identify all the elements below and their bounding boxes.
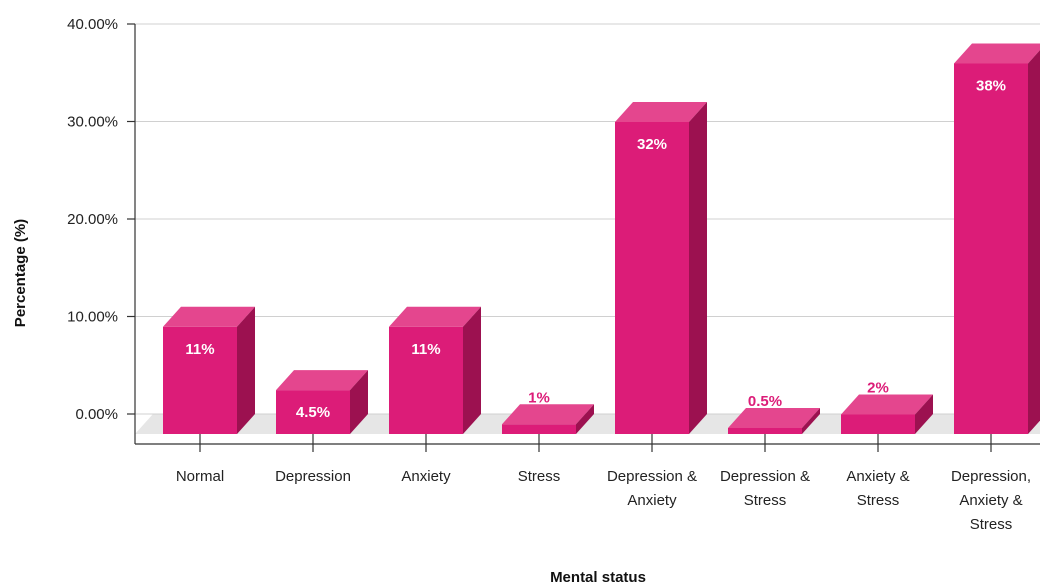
data-labels: 11% 4.5% 11% 1% 32% 0.5% 2% 38%: [185, 78, 1006, 422]
x-category-label-line: Stress: [970, 516, 1013, 533]
x-category-labels: Normal Depression Anxiety Stress Depression …: [176, 468, 1031, 533]
gridlines: [135, 23, 1040, 415]
data-label: 2%: [867, 380, 889, 397]
bar-side: [237, 306, 255, 434]
bar-top: [841, 394, 933, 415]
data-label: 11%: [411, 341, 440, 358]
bar: [841, 394, 933, 434]
bar-side: [350, 370, 368, 434]
bar-side: [689, 102, 707, 434]
y-tick-label: 0.00%: [75, 406, 118, 423]
y-axis-title: Percentage (%): [12, 219, 29, 327]
x-category-label: Anxiety: [401, 468, 451, 485]
data-label: 32%: [637, 136, 667, 153]
bar-top: [954, 43, 1040, 64]
x-category-label: Depression, Anxiety & Stress: [951, 468, 1031, 533]
y-tick-label: 30.00%: [67, 114, 118, 131]
bar-top: [163, 306, 255, 327]
bar-side: [576, 404, 594, 434]
data-label: 4.5%: [296, 404, 330, 421]
bar: [276, 370, 368, 434]
x-category-label: Depression & Anxiety: [607, 468, 697, 509]
y-tick-label: 10.00%: [67, 309, 118, 326]
x-category-label: Depression: [275, 468, 351, 485]
data-label: 11%: [185, 341, 214, 358]
x-category-label: Depression & Stress: [720, 468, 810, 509]
bar: [389, 306, 481, 434]
data-label: 38%: [976, 78, 1006, 95]
bar-top: [389, 306, 481, 327]
x-category-label: Anxiety & Stress: [846, 468, 909, 509]
x-category-label-line: Depression &: [607, 468, 697, 485]
bar: [163, 306, 255, 434]
bar-top: [615, 102, 707, 122]
y-tick-labels: 0.00% 10.00% 20.00% 30.00% 40.00%: [67, 16, 118, 423]
x-category-label: Stress: [518, 468, 561, 485]
x-category-label-line: Depression,: [951, 468, 1031, 485]
x-category-label-line: Stress: [857, 492, 900, 509]
x-category-label-line: Depression: [275, 468, 351, 485]
x-category-label-line: Anxiety: [401, 468, 451, 485]
x-category-label-line: Stress: [744, 492, 787, 509]
bar-side: [1028, 50, 1040, 434]
bar: [502, 404, 594, 434]
data-label: 0.5%: [748, 393, 782, 410]
bar-front: [615, 122, 689, 434]
bars: [163, 43, 1040, 434]
data-label: 1%: [528, 389, 550, 406]
bar-side: [915, 394, 933, 434]
bar-front: [954, 63, 1028, 434]
bar: [728, 408, 820, 434]
bar-front: [389, 326, 463, 434]
bar-front: [163, 326, 237, 434]
bar-front: [728, 428, 802, 434]
bar-front: [841, 414, 915, 434]
x-category-label: Normal: [176, 468, 224, 485]
x-axis-title: Mental status: [550, 569, 646, 585]
x-category-label-line: Depression &: [720, 468, 810, 485]
y-tick-label: 20.00%: [67, 211, 118, 228]
bar-top: [502, 404, 594, 425]
bar-top: [276, 370, 368, 391]
y-tick-label: 40.00%: [67, 16, 118, 33]
axes: [127, 23, 1040, 452]
bar: [615, 102, 707, 434]
x-category-label-line: Stress: [518, 468, 561, 485]
bar-side: [463, 306, 481, 434]
x-category-label-line: Normal: [176, 468, 224, 485]
x-category-label-line: Anxiety &: [846, 468, 909, 485]
bar-side: [802, 408, 820, 434]
x-category-label-line: Anxiety: [627, 492, 677, 509]
bar: [954, 43, 1040, 434]
bar-top: [728, 408, 820, 428]
bar-front: [502, 424, 576, 434]
bar-front: [276, 390, 350, 434]
x-category-label-line: Anxiety &: [959, 492, 1022, 509]
